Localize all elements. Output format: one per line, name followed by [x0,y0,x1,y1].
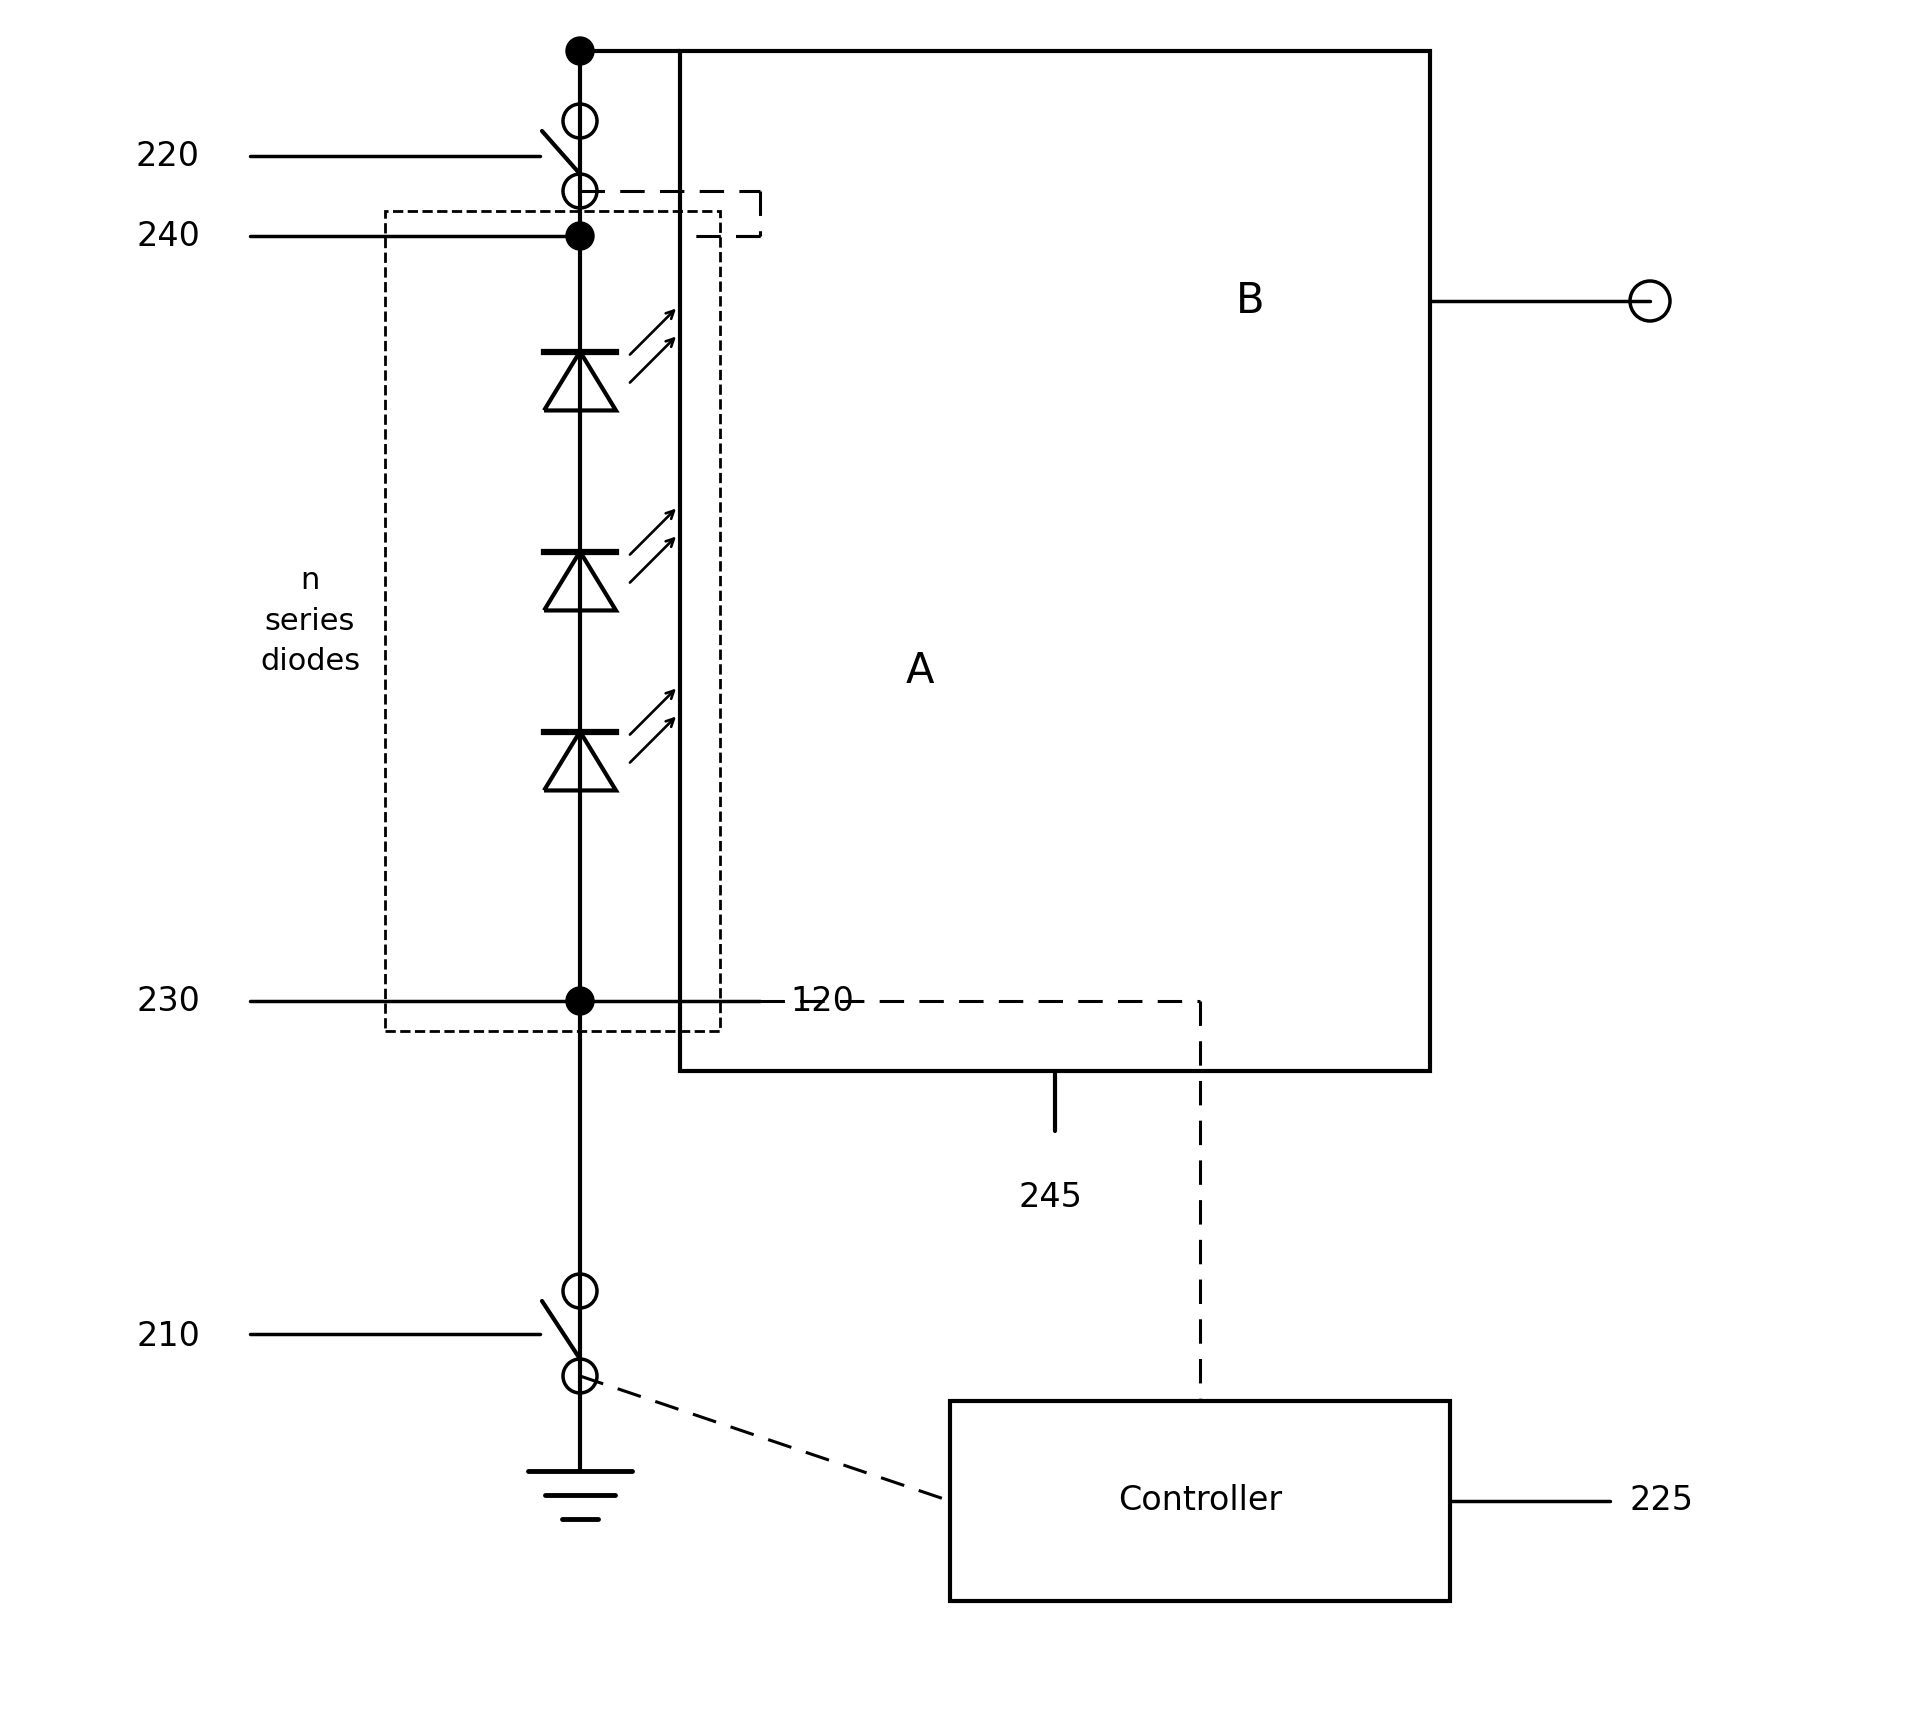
Text: 225: 225 [1631,1485,1694,1518]
Text: 240: 240 [135,220,200,253]
Text: n
series
diodes: n series diodes [259,566,360,676]
Bar [385,212,720,1031]
Text: 230: 230 [135,984,200,1017]
Text: B: B [1236,281,1265,322]
Circle shape [566,222,594,250]
Bar [680,52,1431,1070]
Text: Controller: Controller [1118,1485,1282,1518]
Circle shape [566,988,594,1015]
Text: 245: 245 [1017,1181,1082,1213]
Text: 120: 120 [791,984,853,1017]
Text: 210: 210 [135,1320,200,1353]
Circle shape [566,36,594,65]
Text: 220: 220 [135,139,200,172]
Bar [951,1401,1450,1601]
Text: A: A [905,651,933,692]
